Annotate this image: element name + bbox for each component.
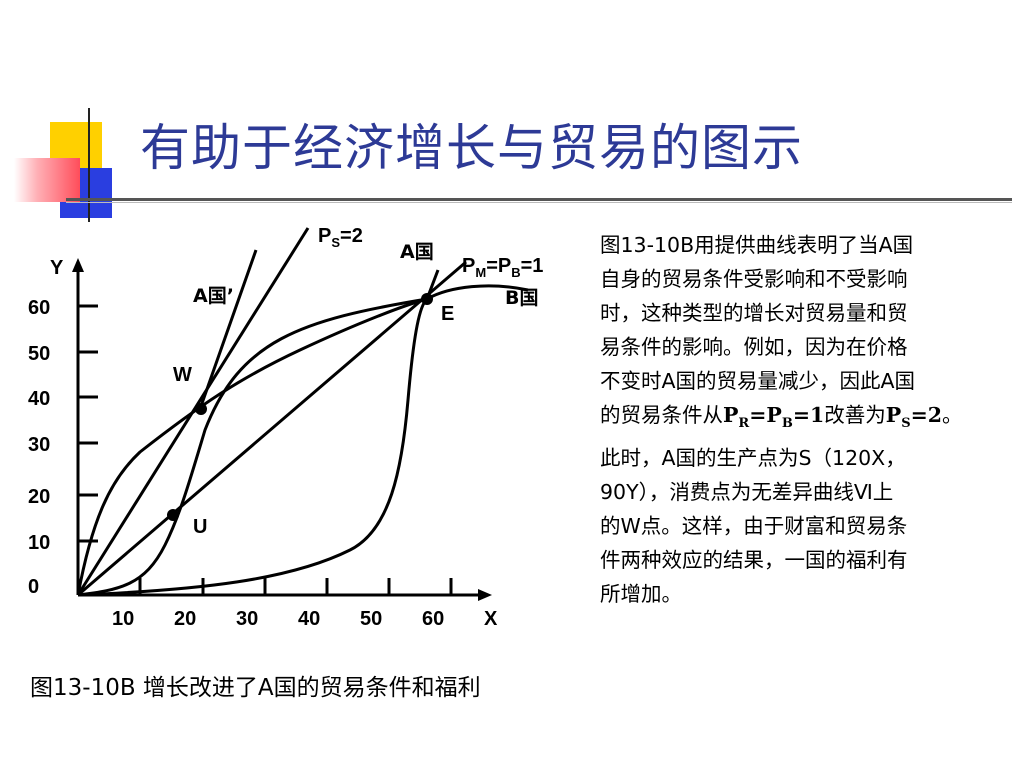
y-tick-label-40: 40 bbox=[28, 388, 50, 410]
deco-vertical-line bbox=[88, 108, 90, 222]
x-tick-label-60: 60 bbox=[422, 608, 444, 630]
figure-caption: 图13-10B 增长改进了A国的贸易条件和福利 bbox=[30, 675, 481, 701]
x-tick-label-20: 20 bbox=[174, 608, 196, 630]
x-tick-label-30: 30 bbox=[236, 608, 258, 630]
y-tick-label-60: 60 bbox=[28, 297, 50, 319]
ray-pm-pb-1 bbox=[77, 260, 467, 597]
title-divider-shadow bbox=[66, 202, 1012, 203]
ray-ps-label: PS=2 bbox=[318, 225, 363, 250]
offer-curve-b bbox=[77, 284, 529, 597]
y-axis-label: Y bbox=[50, 257, 64, 279]
deco-red-square bbox=[14, 158, 80, 202]
y-tick-label-50: 50 bbox=[28, 343, 50, 365]
title-divider bbox=[66, 198, 1012, 201]
offer-curve-a-prime-upper bbox=[198, 249, 258, 410]
desc-line-6: 的贸易条件从PR=PB=1改善为PS=2。 bbox=[600, 403, 963, 432]
desc-line-2: 自身的贸易条件受影响和不受影响 bbox=[600, 267, 908, 291]
point-u bbox=[167, 509, 179, 521]
desc-line-10: 件两种效应的结果，一国的福利有 bbox=[600, 548, 908, 573]
offer-curve-diagram: 60 50 40 30 20 10 0 Y 10 20 30 40 50 60 … bbox=[28, 225, 543, 630]
ray-pm-label: PM=PB=1 bbox=[462, 255, 543, 280]
y-ticks bbox=[78, 304, 98, 543]
point-e bbox=[421, 293, 433, 305]
point-w-label: W bbox=[173, 364, 192, 386]
description-text: 图13-10B用提供曲线表明了当A国 自身的贸易条件受影响和不受影响 时，这种类… bbox=[600, 228, 1000, 611]
offer-curve-a bbox=[77, 269, 440, 597]
curve-b-label: B国 bbox=[505, 287, 538, 309]
point-e-label: E bbox=[441, 303, 454, 325]
desc-line-3: 时，这种类型的增长对贸易量和贸 bbox=[600, 301, 908, 325]
curve-a-prime-label: A国’ bbox=[193, 285, 234, 307]
desc-line-7: 此时，A国的生产点为S（120X， bbox=[600, 446, 906, 471]
x-tick-label-50: 50 bbox=[360, 608, 382, 630]
point-w bbox=[195, 403, 207, 415]
page-title: 有助于经济增长与贸易的图示 bbox=[140, 119, 803, 177]
curve-a-label: A国 bbox=[400, 241, 434, 263]
desc-line-4: 易条件的影响。例如，因为在价格 bbox=[600, 335, 908, 359]
desc-line-8: 90Y），消费点为无差异曲线Ⅵ上 bbox=[600, 480, 894, 505]
desc-line-5: 不变时A国的贸易量减少，因此A国 bbox=[600, 369, 916, 393]
y-tick-label-0: 0 bbox=[28, 576, 39, 598]
point-u-label: U bbox=[193, 516, 207, 538]
desc-line-1: 图13-10B用提供曲线表明了当A国 bbox=[600, 233, 914, 257]
y-tick-label-30: 30 bbox=[28, 434, 50, 456]
x-axis-arrow bbox=[478, 589, 492, 601]
y-axis-arrow bbox=[72, 258, 84, 272]
desc-line-9: 的W点。这样，由于财富和贸易条 bbox=[600, 514, 908, 539]
desc-line-11: 所增加。 bbox=[600, 582, 682, 607]
y-tick-label-10: 10 bbox=[28, 532, 50, 554]
x-tick-label-10: 10 bbox=[112, 608, 134, 630]
y-tick-label-20: 20 bbox=[28, 486, 50, 508]
x-tick-label-40: 40 bbox=[298, 608, 320, 630]
offer-curve-a-prime bbox=[76, 297, 428, 596]
x-axis-label: X bbox=[484, 608, 498, 630]
